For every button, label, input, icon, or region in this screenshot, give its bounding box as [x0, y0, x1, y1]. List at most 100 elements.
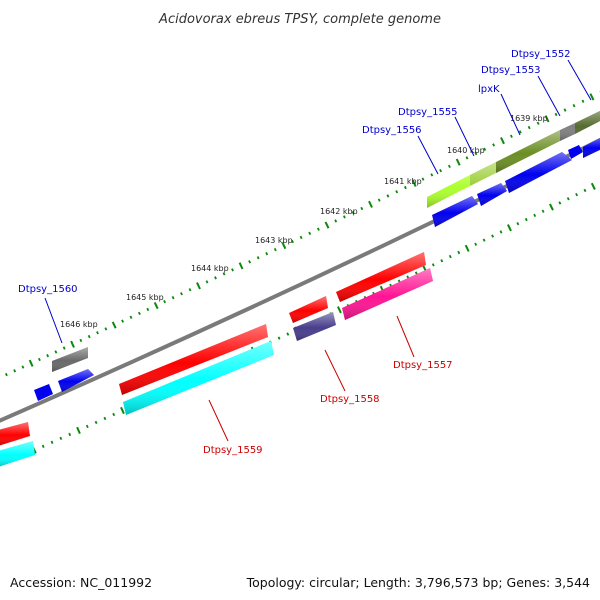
outer-ring-minor-tick — [430, 173, 434, 177]
outer-ring-major-tick — [238, 262, 244, 270]
outer-ring-minor-tick — [377, 198, 381, 202]
outer-ring-minor-tick — [146, 307, 150, 312]
outer-ring-minor-tick — [474, 151, 478, 156]
kbp-label-1642: 1642 kbp — [320, 207, 358, 216]
outer-ring-minor-tick — [581, 99, 585, 103]
gene-label-Dtpsy_1553: Dtpsy_1553 — [481, 65, 541, 76]
outer-ring-minor-tick — [527, 125, 531, 130]
map-title: Acidovorax ebreus TPSY, complete genome — [158, 12, 441, 27]
outer-ring-minor-tick — [273, 248, 277, 252]
outer-ring-minor-tick — [572, 104, 576, 108]
inner-ring-minor-tick — [457, 250, 461, 255]
outer-ring-minor-tick — [214, 276, 217, 280]
outer-ring-minor-tick — [54, 350, 58, 354]
outer-ring-minor-tick — [395, 190, 399, 194]
inner-ring-minor-tick — [94, 420, 98, 425]
inner-ring-minor-tick — [277, 336, 281, 340]
outer-ring-minor-tick — [37, 357, 41, 362]
gene-label-Dtpsy_1552: Dtpsy_1552 — [511, 49, 571, 60]
inner-ring-major-tick — [336, 306, 342, 314]
outer-ring-minor-tick — [121, 319, 125, 323]
outer-ring-major-tick — [544, 115, 550, 123]
leader-Dtpsy_1560 — [44, 297, 63, 344]
inner-ring-minor-tick — [583, 188, 587, 193]
outer-ring-minor-tick — [248, 260, 252, 264]
outer-ring-minor-tick — [4, 372, 8, 377]
outer-ring-minor-tick — [518, 130, 522, 134]
inner-ring-minor-tick — [474, 242, 478, 246]
kbp-label-1639: 1639 kbp — [510, 114, 548, 123]
outer-ring-minor-tick — [46, 354, 50, 358]
outer-ring-major-tick — [368, 200, 373, 208]
leader-lpxK — [500, 93, 521, 136]
outer-ring-minor-tick — [316, 227, 320, 231]
inner-ring-minor-tick — [59, 436, 63, 440]
outer-ring-major-tick — [500, 137, 505, 145]
inner-ring-minor-tick — [566, 197, 570, 201]
leader-Dtpsy_1557 — [396, 315, 415, 358]
forward-leader-lines — [44, 59, 592, 344]
gene-arrow-Dtpsy_1553 — [568, 145, 583, 159]
outer-ring-minor-tick — [299, 235, 303, 240]
outer-ring-minor-tick — [483, 147, 487, 151]
inner-ring-major-tick — [590, 182, 596, 190]
outer-ring-minor-tick — [509, 134, 513, 138]
outer-ring-minor-tick — [180, 292, 183, 296]
kbp-label-1643: 1643 kbp — [255, 236, 293, 245]
gene-label-Dtpsy_1559: Dtpsy_1559 — [203, 445, 263, 456]
outer-ring-minor-tick — [351, 211, 355, 215]
inner-ring-minor-tick — [103, 416, 107, 421]
leader-Dtpsy_1556 — [417, 135, 439, 175]
kbp-label-1640: 1640 kbp — [447, 146, 485, 155]
outer-ring-major-tick — [70, 340, 75, 348]
outer-ring-major-tick — [111, 321, 117, 329]
forward-gene-arrows — [34, 138, 600, 401]
inner-ring-minor-tick — [575, 193, 579, 197]
inner-ring-minor-tick — [482, 238, 486, 242]
inner-ring-minor-tick — [448, 254, 452, 259]
inner-ring-major-tick — [549, 203, 554, 211]
inner-ring-minor-tick — [440, 259, 444, 263]
reverse-track-bars — [0, 268, 433, 467]
outer-tick-ring — [4, 91, 600, 377]
leader-Dtpsy_1553 — [537, 75, 561, 117]
inner-ring-minor-tick — [524, 217, 528, 222]
leader-Dtpsy_1558 — [324, 349, 346, 392]
kbp-label-1641: 1641 kbp — [384, 177, 422, 186]
outer-ring-minor-tick — [403, 185, 407, 190]
outer-ring-minor-tick — [62, 346, 66, 350]
gene-label-Dtpsy_1558: Dtpsy_1558 — [320, 394, 380, 405]
outer-ring-minor-tick — [129, 315, 133, 319]
inner-ring-minor-tick — [516, 221, 520, 226]
outer-ring-major-tick — [411, 179, 417, 187]
inner-ring-minor-tick — [41, 444, 45, 448]
outer-ring-minor-tick — [421, 177, 425, 181]
reverse-gene-arrows — [0, 252, 426, 446]
outer-ring-minor-tick — [334, 219, 338, 223]
inner-ring-minor-tick — [85, 424, 89, 429]
gene-label-Dtpsy_1555: Dtpsy_1555 — [398, 107, 458, 118]
outer-ring-minor-tick — [13, 369, 17, 373]
outer-ring-minor-tick — [492, 143, 496, 147]
inner-ring-minor-tick — [491, 234, 495, 238]
inner-ring-minor-tick — [68, 432, 72, 437]
inner-ring-major-tick — [507, 224, 512, 232]
inner-ring-minor-tick — [541, 209, 545, 213]
inner-ring-minor-tick — [533, 213, 537, 217]
outer-ring-minor-tick — [96, 331, 99, 335]
inner-ring-minor-tick — [499, 230, 503, 234]
outer-ring-minor-tick — [87, 334, 91, 339]
outer-ring-minor-tick — [79, 338, 83, 343]
outer-ring-minor-tick — [386, 194, 390, 198]
outer-ring-minor-tick — [21, 365, 25, 369]
leader-Dtpsy_1559 — [208, 399, 229, 442]
reverse-leader-lines — [208, 315, 415, 442]
gene-label-lpxK: lpxK — [478, 84, 500, 95]
kbp-label-1645: 1645 kbp — [126, 293, 164, 302]
outer-ring-minor-tick — [439, 169, 443, 173]
outer-ring-major-tick — [28, 359, 34, 367]
inner-ring-minor-tick — [431, 263, 435, 267]
inner-ring-minor-tick — [286, 332, 290, 336]
outer-ring-minor-tick — [222, 272, 226, 276]
